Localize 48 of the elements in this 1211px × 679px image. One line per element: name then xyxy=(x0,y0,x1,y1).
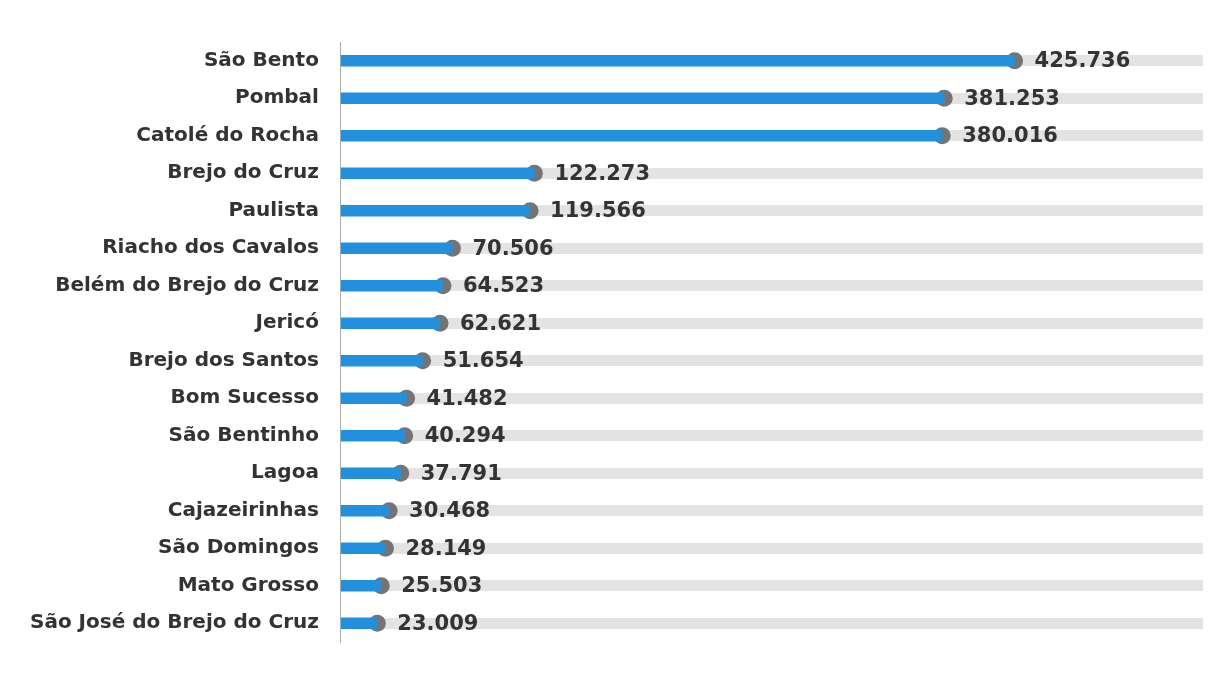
bar xyxy=(340,579,382,592)
bar xyxy=(340,542,386,555)
data-label: 119.566 xyxy=(550,198,646,223)
bar xyxy=(340,504,390,517)
y-tick-label: Pombal xyxy=(235,84,319,109)
data-label: 37.791 xyxy=(420,460,502,485)
data-label: 28.149 xyxy=(405,535,487,560)
bar xyxy=(340,92,945,105)
bar xyxy=(340,54,1015,67)
y-tick-label: São Domingos xyxy=(158,534,319,559)
bar xyxy=(340,392,407,405)
data-label: 122.273 xyxy=(554,160,651,185)
data-label: 40.294 xyxy=(424,423,506,448)
data-label: 23.009 xyxy=(397,610,479,635)
y-tick-label: Cajazeirinhas xyxy=(167,496,319,521)
y-tick-label: Riacho dos Cavalos xyxy=(102,234,319,259)
data-label: 64.523 xyxy=(463,273,545,298)
data-label: 25.503 xyxy=(401,573,483,598)
y-tick-label: Jericó xyxy=(253,309,319,334)
y-tick-label: São José do Brejo do Cruz xyxy=(30,609,319,634)
y-tick-label: Mato Grosso xyxy=(177,571,319,596)
data-label: 30.468 xyxy=(409,498,491,523)
y-tick-label: Catolé do Rocha xyxy=(136,121,319,146)
bar xyxy=(340,617,378,630)
y-tick-label: Brejo dos Santos xyxy=(128,346,319,371)
bar xyxy=(340,204,531,217)
y-tick-label: São Bento xyxy=(203,46,319,71)
data-label: 41.482 xyxy=(426,385,508,410)
bar xyxy=(340,317,441,330)
bar xyxy=(340,242,453,255)
bar xyxy=(340,429,405,442)
y-tick-label: Paulista xyxy=(228,196,319,221)
data-label: 70.506 xyxy=(472,235,554,260)
y-tick-label: Belém do Brejo do Cruz xyxy=(55,271,319,296)
data-label: 381.253 xyxy=(964,85,1060,110)
data-label: 425.736 xyxy=(1034,48,1131,73)
y-tick-label: Brejo do Cruz xyxy=(167,159,319,184)
bar xyxy=(340,167,535,180)
y-tick-label: Lagoa xyxy=(251,459,319,484)
bar xyxy=(340,279,444,292)
bar xyxy=(340,354,423,367)
data-label: 380.016 xyxy=(962,123,1058,148)
data-label: 51.654 xyxy=(442,348,524,373)
bar xyxy=(340,467,402,480)
y-tick-label: Bom Sucesso xyxy=(170,384,319,409)
y-tick-label: São Bentinho xyxy=(168,421,319,446)
bar xyxy=(340,129,943,142)
data-label: 62.621 xyxy=(460,310,542,335)
